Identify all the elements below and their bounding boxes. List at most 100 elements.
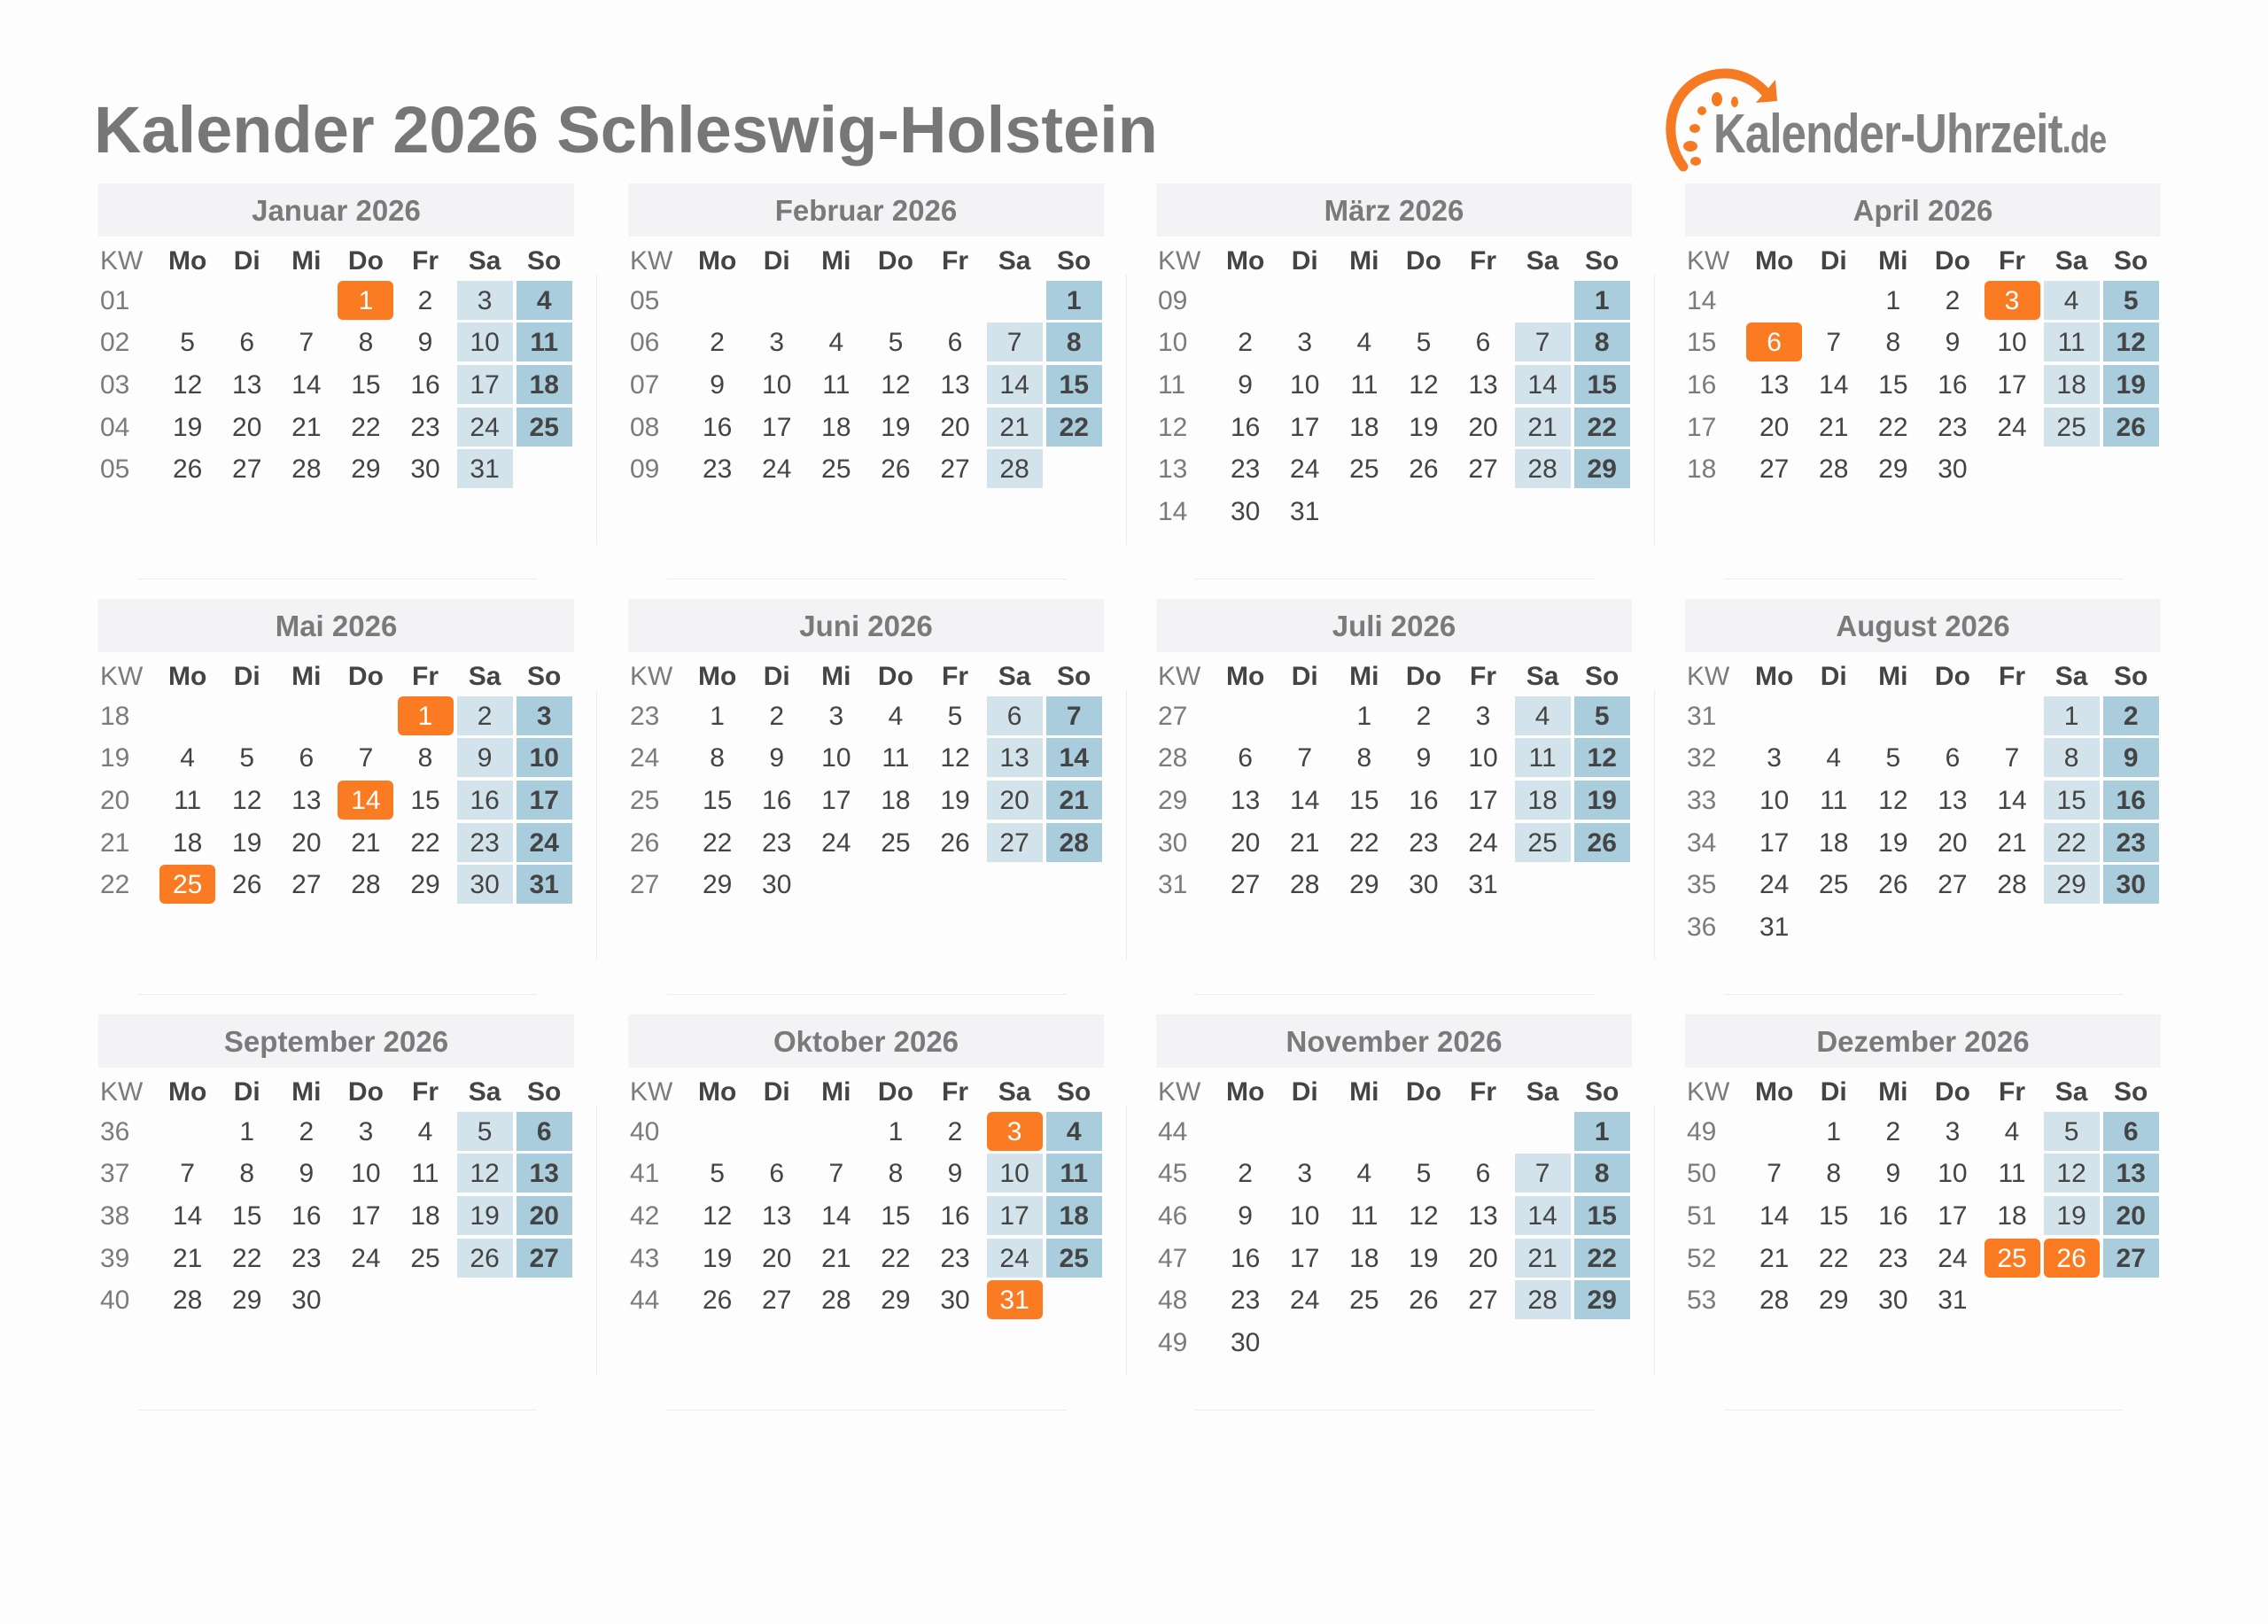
day-cell[interactable]: 27 — [940, 455, 970, 485]
day-cell[interactable]: 5 — [239, 743, 255, 773]
day-cell[interactable]: 3 — [828, 701, 844, 731]
sunday-cell[interactable]: 18 — [1045, 1195, 1102, 1235]
day-cell[interactable]: 19 — [232, 828, 262, 858]
day-cell[interactable]: 6 — [239, 328, 255, 358]
day-cell[interactable]: 17 — [1290, 412, 1320, 442]
sunday-cell[interactable]: 31 — [516, 865, 572, 905]
saturday-cell[interactable]: 3 — [456, 280, 513, 320]
day-cell[interactable]: 9 — [1885, 1159, 1901, 1189]
day-cell[interactable]: 10 — [351, 1159, 381, 1189]
day-cell[interactable]: 1 — [710, 701, 725, 731]
saturday-cell[interactable]: 11 — [2043, 322, 2100, 362]
day-cell[interactable]: 3 — [769, 328, 785, 358]
day-cell[interactable]: 22 — [702, 828, 733, 858]
day-cell[interactable]: 28 — [1997, 870, 2027, 900]
day-cell[interactable]: 22 — [232, 1243, 262, 1273]
sunday-cell[interactable]: 15 — [1573, 364, 1630, 404]
saturday-cell[interactable]: 18 — [2043, 364, 2100, 404]
sunday-cell[interactable]: 11 — [516, 322, 572, 362]
day-cell[interactable]: 24 — [762, 455, 792, 485]
sunday-cell[interactable]: 27 — [516, 1238, 572, 1278]
day-cell[interactable]: 2 — [710, 328, 725, 358]
saturday-cell[interactable]: 5 — [2043, 1111, 2100, 1151]
saturday-cell[interactable]: 30 — [456, 865, 513, 905]
day-cell[interactable]: 30 — [291, 1286, 322, 1316]
day-cell[interactable]: 24 — [1290, 455, 1320, 485]
saturday-cell[interactable]: 24 — [986, 1238, 1043, 1278]
day-cell[interactable]: 2 — [417, 285, 433, 315]
saturday-cell[interactable]: 22 — [2043, 822, 2100, 862]
sunday-cell[interactable]: 20 — [516, 1195, 572, 1235]
day-cell[interactable]: 1 — [239, 1116, 255, 1146]
day-cell[interactable]: 14 — [1819, 369, 1849, 400]
day-cell[interactable]: 4 — [1356, 1159, 1372, 1189]
day-cell[interactable]: 12 — [1878, 785, 1908, 815]
day-cell[interactable]: 9 — [769, 743, 785, 773]
saturday-cell[interactable]: 14 — [986, 364, 1043, 404]
day-cell[interactable]: 11 — [1350, 369, 1379, 400]
day-cell[interactable]: 31 — [1938, 1286, 1968, 1316]
day-cell[interactable]: 2 — [299, 1116, 315, 1146]
day-cell[interactable]: 5 — [1885, 743, 1901, 773]
day-cell[interactable]: 10 — [1938, 1159, 1968, 1189]
day-cell[interactable]: 13 — [1938, 785, 1968, 815]
day-cell[interactable]: 8 — [239, 1159, 255, 1189]
sunday-cell[interactable]: 12 — [1573, 738, 1630, 778]
day-cell[interactable]: 20 — [1938, 828, 1968, 858]
day-cell[interactable]: 7 — [1826, 328, 1842, 358]
day-cell[interactable]: 16 — [1409, 785, 1439, 815]
day-cell[interactable]: 17 — [762, 412, 792, 442]
day-cell[interactable]: 11 — [1998, 1159, 2026, 1189]
day-cell[interactable]: 12 — [1409, 1201, 1439, 1231]
day-cell[interactable]: 25 — [881, 828, 911, 858]
day-cell[interactable]: 4 — [180, 743, 195, 773]
day-cell[interactable]: 8 — [1826, 1159, 1842, 1189]
day-cell[interactable]: 24 — [351, 1243, 381, 1273]
day-cell[interactable]: 20 — [1230, 828, 1261, 858]
day-cell[interactable]: 2 — [1238, 328, 1253, 358]
day-cell[interactable]: 7 — [2004, 743, 2020, 773]
day-cell[interactable]: 7 — [358, 743, 374, 773]
day-cell[interactable]: 3 — [1297, 1159, 1313, 1189]
day-cell[interactable]: 9 — [1238, 369, 1253, 400]
day-cell[interactable]: 25 — [1819, 870, 1849, 900]
day-cell[interactable]: 10 — [762, 369, 792, 400]
day-cell[interactable]: 24 — [1759, 870, 1790, 900]
day-cell[interactable]: 5 — [1416, 328, 1432, 358]
day-cell[interactable]: 31 — [1759, 912, 1790, 942]
saturday-cell[interactable]: 19 — [2043, 1195, 2100, 1235]
day-cell[interactable]: 13 — [1468, 1201, 1498, 1231]
day-cell[interactable]: 24 — [1997, 412, 2027, 442]
day-cell[interactable]: 17 — [351, 1201, 381, 1231]
day-cell[interactable]: 16 — [762, 785, 792, 815]
saturday-cell[interactable]: 11 — [1514, 738, 1571, 778]
day-cell[interactable]: 19 — [940, 785, 970, 815]
day-cell[interactable]: 15 — [1819, 1201, 1849, 1231]
saturday-cell[interactable]: 29 — [2043, 865, 2100, 905]
day-cell[interactable]: 30 — [1230, 496, 1261, 526]
day-cell[interactable]: 14 — [1290, 785, 1320, 815]
day-cell[interactable]: 30 — [1230, 1327, 1261, 1357]
day-cell[interactable]: 12 — [1409, 369, 1439, 400]
sunday-cell[interactable]: 25 — [1045, 1238, 1102, 1278]
day-cell[interactable]: 8 — [417, 743, 433, 773]
day-cell[interactable]: 24 — [1938, 1243, 1968, 1273]
saturday-cell[interactable]: 13 — [986, 738, 1043, 778]
day-cell[interactable]: 23 — [1409, 828, 1439, 858]
day-cell[interactable]: 21 — [1759, 1243, 1790, 1273]
day-cell[interactable]: 28 — [821, 1286, 851, 1316]
day-cell[interactable]: 16 — [702, 412, 733, 442]
day-cell[interactable]: 15 — [410, 785, 440, 815]
day-cell[interactable]: 9 — [1945, 328, 1961, 358]
day-cell[interactable]: 17 — [1938, 1201, 1968, 1231]
day-cell[interactable]: 25 — [821, 455, 851, 485]
logo[interactable]: Kalender-Uhrzeit.de — [1664, 62, 2169, 173]
day-cell[interactable]: 31 — [1468, 870, 1498, 900]
day-cell[interactable]: 6 — [1475, 1159, 1491, 1189]
day-cell[interactable]: 9 — [417, 328, 433, 358]
day-cell[interactable]: 12 — [940, 743, 970, 773]
day-cell[interactable]: 31 — [1290, 496, 1320, 526]
sunday-cell[interactable]: 13 — [516, 1154, 572, 1193]
day-cell[interactable]: 27 — [1230, 870, 1261, 900]
sunday-cell[interactable]: 23 — [2102, 822, 2159, 862]
